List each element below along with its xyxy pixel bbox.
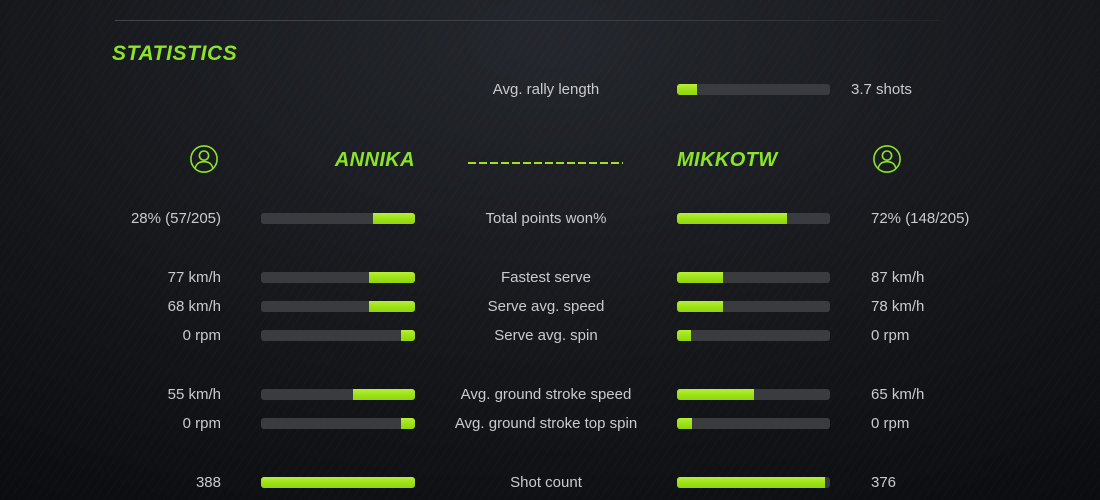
right-stat-bar-fill xyxy=(677,301,723,312)
stat-label: Total points won% xyxy=(485,210,607,227)
player-name-right: MIKKOTW xyxy=(677,149,778,171)
rally-length-row: Avg. rally length 3.7 shots xyxy=(0,77,1100,103)
stat-label: Serve avg. speed xyxy=(487,298,605,315)
left-stat-bar xyxy=(261,301,415,312)
avatar-icon xyxy=(189,144,219,174)
page-title: STATISTICS xyxy=(112,42,238,65)
left-stat-bar-fill xyxy=(401,418,415,429)
right-stat-bar xyxy=(677,418,830,429)
right-stat-bar xyxy=(677,301,830,312)
stat-row: 0 rpm Avg. ground stroke top spin 0 rpm xyxy=(0,409,1100,438)
right-stat-bar xyxy=(677,330,830,341)
left-stat-bar-fill xyxy=(261,477,415,488)
right-player-value: 78 km/h xyxy=(871,298,925,315)
left-stat-bar-fill xyxy=(368,301,415,312)
left-player-value: 77 km/h xyxy=(167,269,221,286)
left-stat-bar xyxy=(261,477,415,488)
rally-length-bar xyxy=(677,84,830,95)
left-stat-bar xyxy=(261,330,415,341)
right-stat-bar-fill xyxy=(677,418,693,429)
right-stat-bar-fill xyxy=(677,389,754,400)
right-player-value: 72% (148/205) xyxy=(871,210,970,227)
rally-length-bar-fill xyxy=(677,84,697,95)
right-player-value: 65 km/h xyxy=(871,386,925,403)
right-player-value: 0 rpm xyxy=(871,415,910,432)
right-stat-bar-fill xyxy=(677,477,826,488)
left-stat-bar-fill xyxy=(353,389,415,400)
stat-row: 0 rpm Serve avg. spin 0 rpm xyxy=(0,321,1100,350)
right-stat-bar xyxy=(677,272,830,283)
right-stat-bar-fill xyxy=(677,213,788,224)
left-stat-bar xyxy=(261,389,415,400)
avatar-icon xyxy=(872,144,902,174)
stat-row: 55 km/h Avg. ground stroke speed 65 km/h xyxy=(0,380,1100,409)
left-stat-bar xyxy=(261,213,415,224)
right-stat-bar-fill xyxy=(677,272,723,283)
stat-label: Shot count xyxy=(510,474,582,491)
left-player-value: 0 rpm xyxy=(182,327,221,344)
rally-length-label: Avg. rally length xyxy=(492,81,600,98)
left-player-value: 55 km/h xyxy=(167,386,221,403)
left-player-value: 0 rpm xyxy=(182,415,221,432)
left-stat-bar-fill xyxy=(368,272,415,283)
right-player-value: 87 km/h xyxy=(871,269,925,286)
left-stat-bar-fill xyxy=(401,330,415,341)
stat-row: 68 km/h Serve avg. speed 78 km/h xyxy=(0,292,1100,321)
players-header: ANNIKA MIKKOTW xyxy=(0,142,1100,178)
left-player-value: 28% (57/205) xyxy=(130,210,221,227)
stat-label: Avg. ground stroke top spin xyxy=(454,415,638,432)
left-stat-bar xyxy=(261,418,415,429)
stat-label: Avg. ground stroke speed xyxy=(460,386,632,403)
right-player-value: 376 xyxy=(871,474,897,491)
player-name-left: ANNIKA xyxy=(334,149,415,171)
right-stat-bar xyxy=(677,213,830,224)
rally-length-value: 3.7 shots xyxy=(851,81,912,98)
right-stat-bar xyxy=(677,389,830,400)
left-player-value: 388 xyxy=(195,474,221,491)
stat-row: 77 km/h Fastest serve 87 km/h xyxy=(0,263,1100,292)
stat-label: Fastest serve xyxy=(500,269,592,286)
stat-row: 28% (57/205) Total points won% 72% (148/20… xyxy=(0,204,1100,233)
right-player-value: 0 rpm xyxy=(871,327,910,344)
top-divider xyxy=(115,20,940,21)
right-stat-bar xyxy=(677,477,830,488)
right-stat-bar-fill xyxy=(677,330,691,341)
players-divider xyxy=(468,162,623,164)
stat-row: 388 Shot count 376 xyxy=(0,468,1100,497)
left-stat-bar-fill xyxy=(373,213,415,224)
left-stat-bar xyxy=(261,272,415,283)
stat-label: Serve avg. spin xyxy=(494,327,598,344)
left-player-value: 68 km/h xyxy=(167,298,221,315)
